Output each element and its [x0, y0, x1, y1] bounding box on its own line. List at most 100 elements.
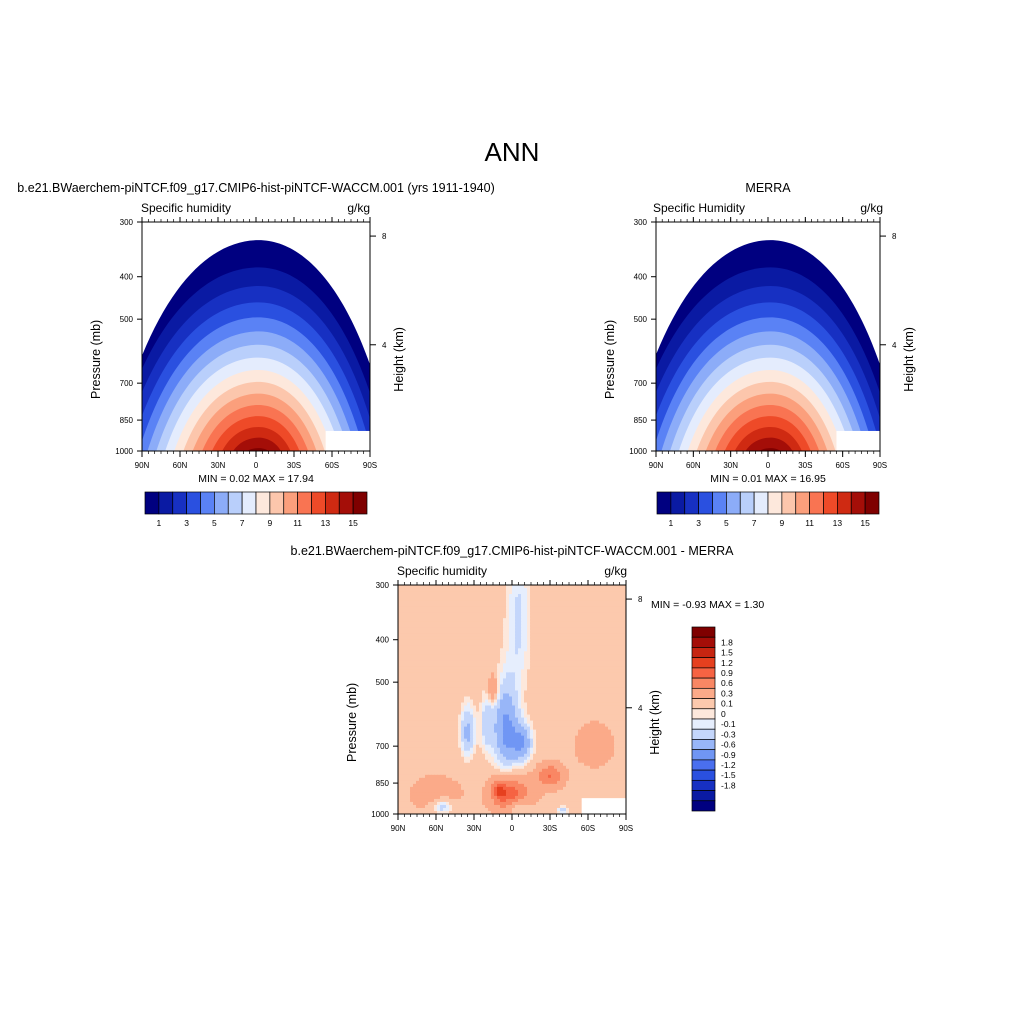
diff-cell [479, 705, 483, 710]
diff-cell [416, 684, 420, 689]
diff-cell [569, 621, 573, 625]
diff-cell [464, 669, 468, 673]
diff-cell [431, 735, 435, 740]
diff-cell [416, 606, 420, 610]
diff-cell [455, 606, 459, 610]
diff-cell [563, 696, 567, 701]
diff-cell [467, 699, 471, 704]
diff-cell [422, 675, 426, 680]
diff-cell [491, 672, 495, 676]
diff-cell [617, 624, 621, 628]
diff-cell [599, 657, 603, 661]
diff-cell [464, 753, 468, 758]
diff-cell [488, 630, 492, 634]
diff-cell [401, 636, 405, 640]
diff-cell [593, 600, 597, 604]
diff-cell [470, 714, 474, 719]
diff-cell [554, 585, 558, 589]
diff-cell [413, 648, 417, 652]
diff-cell [455, 726, 459, 731]
diff-cell [497, 642, 501, 646]
diff-cell [449, 678, 453, 683]
diff-cell [587, 615, 591, 619]
diff-cell [449, 717, 453, 722]
diff-cell [593, 657, 597, 661]
diff-cell [620, 741, 624, 746]
diff-cell [440, 642, 444, 646]
diff-cell [581, 723, 585, 728]
diff-cell [563, 705, 567, 710]
diff-cell [518, 585, 522, 589]
diff-cell [509, 741, 513, 746]
diff-cell [458, 627, 462, 631]
diff-cell [515, 642, 519, 646]
diff-cell [419, 588, 423, 592]
diff-cell [611, 651, 615, 655]
diff-cell [464, 639, 468, 643]
diff-cell [611, 744, 615, 749]
diff-cell [536, 702, 540, 707]
diff-cell [416, 621, 420, 625]
diff-cell [437, 591, 441, 595]
diff-cell [548, 660, 552, 664]
diff-cell [530, 687, 534, 692]
diff-cell [554, 663, 558, 667]
diff-cell [485, 645, 489, 649]
diff-cell [446, 693, 450, 698]
diff-cell [434, 591, 438, 595]
diff-cell [485, 684, 489, 689]
diff-cell [479, 657, 483, 661]
diff-cell [413, 624, 417, 628]
colorbar-box [338, 491, 354, 515]
diff-cell [407, 738, 411, 743]
diff-cell [575, 657, 579, 661]
diff-cell [542, 723, 546, 728]
diff-cell [524, 738, 528, 743]
diff-cell [404, 684, 408, 689]
diff-cell [470, 609, 474, 613]
diff-cell [422, 687, 426, 692]
diff-cell [566, 699, 570, 704]
diff-cell [470, 654, 474, 658]
diff-cell [473, 735, 477, 740]
diff-cell [545, 684, 549, 689]
diff-cell [434, 609, 438, 613]
diff-cell [554, 666, 558, 670]
diff-cell [614, 588, 618, 592]
diff-cell [440, 768, 444, 773]
diff-cell [605, 660, 609, 664]
diff-cell [500, 615, 504, 619]
diff-cell [575, 618, 579, 622]
diff-cell [605, 717, 609, 722]
diff-cell [488, 645, 492, 649]
diff-cell [503, 717, 507, 722]
diff-cell [422, 765, 426, 770]
diff-cell [422, 738, 426, 743]
diff-cell [422, 741, 426, 746]
diff-cell [494, 765, 498, 770]
diff-cell [473, 657, 477, 661]
diff-cell [503, 633, 507, 637]
diff-cell [527, 621, 531, 625]
diff-cell [536, 591, 540, 595]
diff-cell [518, 714, 522, 719]
diff-cell [596, 606, 600, 610]
diff-cell [551, 666, 555, 670]
diff-cell [623, 585, 626, 589]
diff-cell [464, 663, 468, 667]
diff-cell [572, 645, 576, 649]
diff-cell [572, 660, 576, 664]
diff-cell [515, 648, 519, 652]
diff-cell [530, 717, 534, 722]
diff-cell [527, 765, 531, 770]
diff-cell [497, 681, 501, 686]
diff-cell [443, 723, 447, 728]
diff-cell [623, 702, 626, 707]
diff-cell [488, 705, 492, 710]
diff-cell [563, 750, 567, 755]
diff-cell [536, 642, 540, 646]
diff-cell [488, 597, 492, 601]
diff-cell [533, 708, 537, 713]
diff-cell [575, 744, 579, 749]
diff-cell [608, 633, 612, 637]
